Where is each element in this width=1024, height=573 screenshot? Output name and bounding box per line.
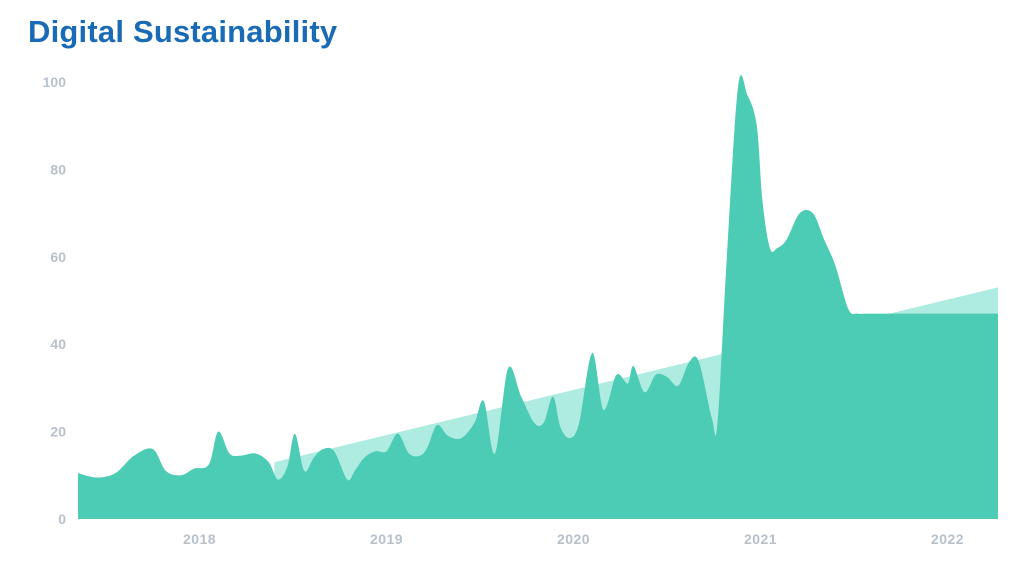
x-axis: 2018 2019 2020 2021 2022 xyxy=(183,531,964,547)
x-tick-label: 2020 xyxy=(557,531,590,547)
y-axis: 0 20 40 60 80 100 xyxy=(43,74,67,527)
y-tick-label: 100 xyxy=(43,74,67,90)
y-tick-label: 60 xyxy=(50,249,66,265)
y-tick-label: 0 xyxy=(58,511,66,527)
x-tick-label: 2022 xyxy=(931,531,964,547)
series-area xyxy=(78,75,998,519)
y-tick-label: 20 xyxy=(50,424,66,440)
x-tick-label: 2021 xyxy=(744,531,777,547)
x-tick-label: 2018 xyxy=(183,531,216,547)
x-tick-label: 2019 xyxy=(370,531,403,547)
y-tick-label: 40 xyxy=(50,336,66,352)
chart-title: Digital Sustainability xyxy=(28,14,338,49)
y-tick-label: 80 xyxy=(50,161,66,177)
